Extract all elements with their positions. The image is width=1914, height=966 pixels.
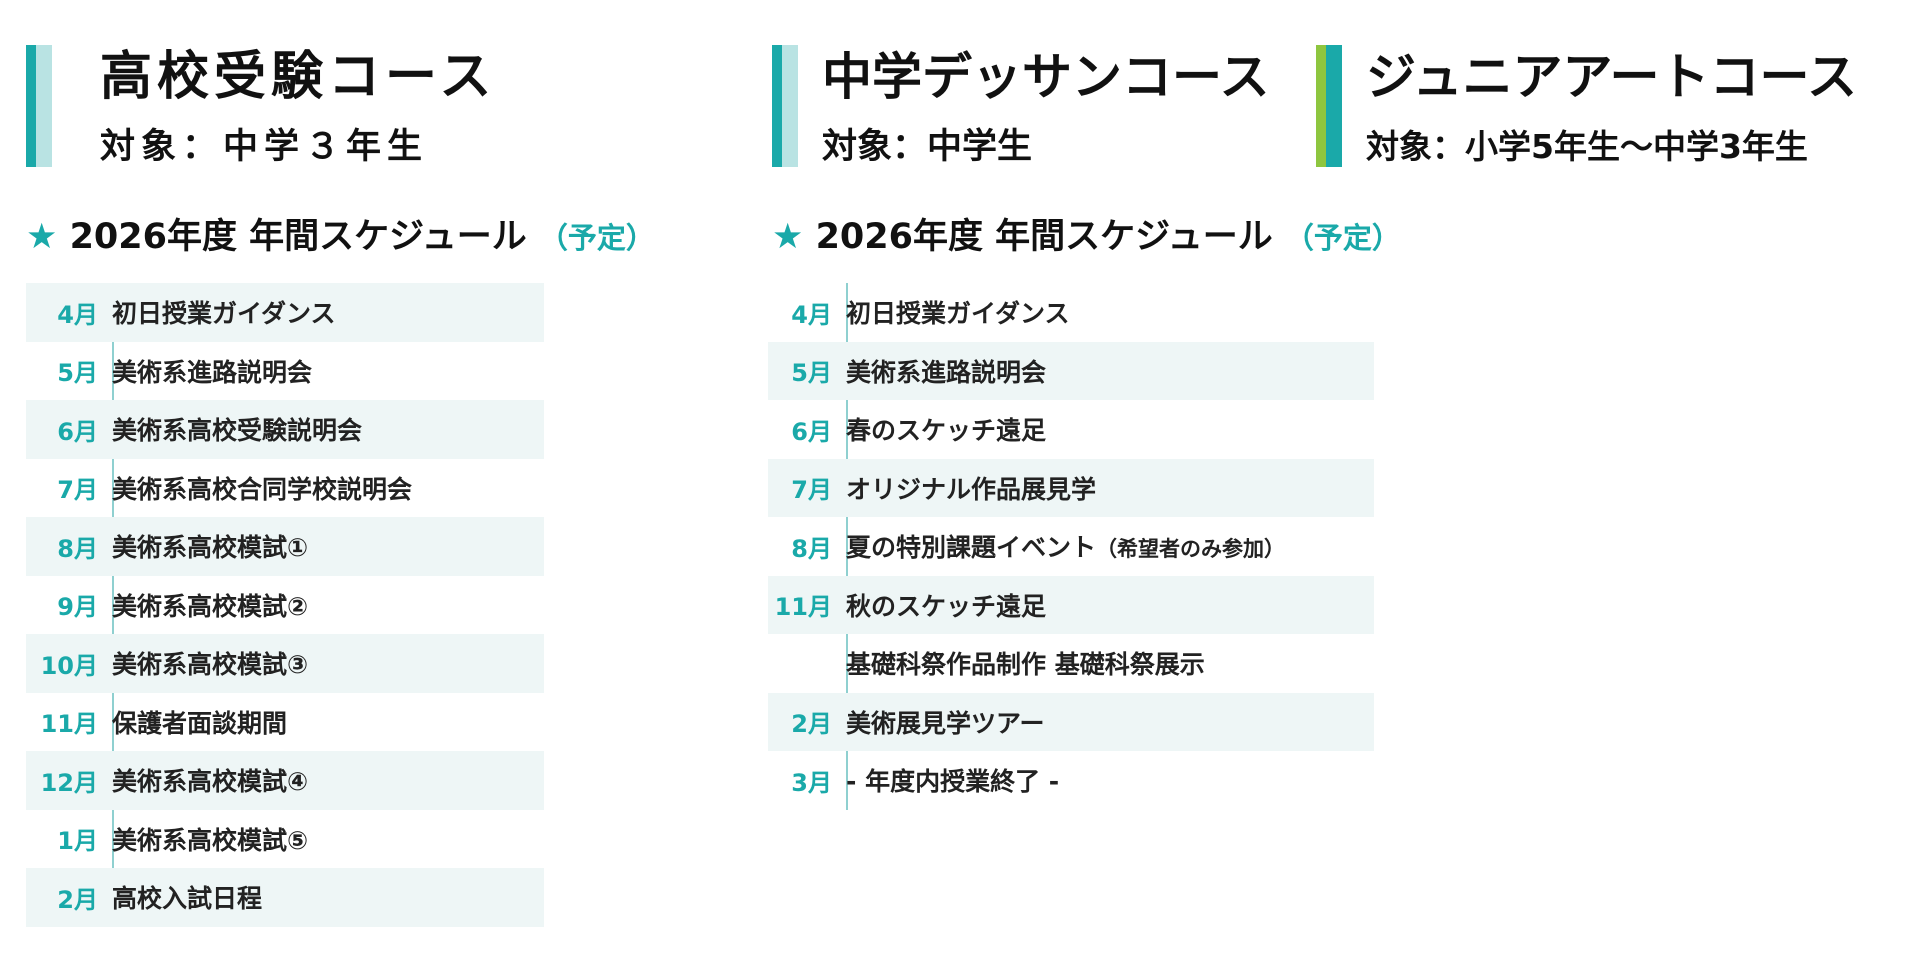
event-label: 初日授業ガイダンス: [112, 299, 336, 329]
table-row: 5月 美術系進路説明会: [768, 341, 1374, 400]
table-row: 8月 夏の特別課題イベント（希望者のみ参加）: [768, 517, 1374, 576]
course-title: 中学デッサンコース: [822, 48, 1270, 106]
event-label: 基礎科祭作品制作 基礎科祭展示: [846, 650, 1205, 680]
event-note: （希望者のみ参加）: [1096, 537, 1286, 562]
table-row: 8月 美術系高校模試①: [26, 517, 544, 576]
event-label: オリジナル作品展見学: [846, 474, 1097, 504]
event-main: 夏の特別課題イベント: [846, 533, 1097, 563]
schedule-heading: ★ 2026年度 年間スケジュール （予定）: [772, 213, 1401, 262]
course-target: 対象：小学5年生〜中学3年生: [1366, 127, 1808, 166]
month-label: 2月: [791, 710, 832, 739]
month-label: 4月: [791, 300, 832, 329]
event-label: 美術系高校模試①: [112, 533, 309, 563]
table-row: 11月 秋のスケッチ遠足: [768, 575, 1374, 634]
event-label: 美術展見学ツアー: [846, 708, 1045, 738]
month-label: 8月: [791, 534, 832, 563]
schedule-heading: ★ 2026年度 年間スケジュール （予定）: [26, 213, 655, 262]
event-label: 美術系高校合同学校説明会: [112, 474, 413, 504]
table-row: 3月 - 年度内授業終了 -: [768, 751, 1374, 810]
event-label: - 年度内授業終了 -: [846, 767, 1060, 797]
month-label: 7月: [791, 476, 832, 505]
event-label: 夏の特別課題イベント（希望者のみ参加）: [846, 528, 1285, 564]
event-label: 保護者面談期間: [112, 708, 288, 738]
star-icon: ★: [772, 217, 804, 257]
month-label: 10月: [40, 651, 98, 680]
accent-bar: [1316, 45, 1342, 167]
accent-bar: [772, 45, 798, 167]
schedule-heading-text: 2026年度 年間スケジュール: [815, 217, 1273, 257]
schedule-note: （予定）: [538, 221, 655, 255]
course-target: 対象：中学３年生: [100, 127, 429, 167]
schedule-table-koukou: 4月 初日授業ガイダンス 5月 美術系進路説明会 6月 美術系高校受験説明会 7月 美術…: [26, 283, 544, 927]
event-label: 春のスケッチ遠足: [846, 416, 1047, 446]
event-label: 初日授業ガイダンス: [846, 299, 1070, 329]
table-row: 2月 美術展見学ツアー: [768, 692, 1374, 751]
month-label: 7月: [57, 476, 98, 505]
course-title: 高校受験コース: [100, 47, 497, 107]
table-row: 4月 初日授業ガイダンス: [768, 283, 1374, 342]
table-row: 5月 美術系進路説明会: [26, 342, 544, 401]
table-row: 10月 美術系高校模試③: [26, 634, 544, 693]
table-row: 6月 春のスケッチ遠足: [768, 400, 1374, 459]
table-row: 1月 美術系高校模試⑤: [26, 810, 544, 869]
event-label: 美術系進路説明会: [846, 357, 1047, 387]
month-label: 11月: [40, 710, 98, 739]
month-label: 3月: [791, 768, 832, 797]
accent-bar: [26, 45, 52, 167]
course-title: ジュニアアートコース: [1366, 48, 1857, 106]
table-row: 2月 高校入試日程: [26, 868, 544, 927]
table-row: 11月 保護者面談期間: [26, 693, 544, 752]
event-label: 高校入試日程: [112, 884, 263, 914]
schedule-heading-text: 2026年度 年間スケジュール: [69, 217, 527, 257]
month-label: 2月: [57, 885, 98, 914]
table-row: 12月 美術系高校模試④: [26, 751, 544, 810]
month-label: 9月: [57, 593, 98, 622]
table-divider: [846, 283, 848, 810]
month-label: 6月: [791, 417, 832, 446]
course-target: 対象：中学生: [822, 127, 1033, 167]
table-row: 7月 美術系高校合同学校説明会: [26, 459, 544, 518]
month-label: 8月: [57, 534, 98, 563]
event-label: 美術系高校模試②: [112, 591, 309, 621]
event-label: 美術系高校模試④: [112, 767, 309, 797]
star-icon: ★: [26, 217, 58, 257]
month-label: 1月: [57, 827, 98, 856]
event-label: 美術系高校模試⑤: [112, 825, 309, 855]
month-label: 5月: [791, 359, 832, 388]
month-label: 6月: [57, 417, 98, 446]
table-row: 9月 美術系高校模試②: [26, 576, 544, 635]
table-row: 6月 美術系高校受験説明会: [26, 400, 544, 459]
table-row: 7月 オリジナル作品展見学: [768, 458, 1374, 517]
event-label: 美術系高校模試③: [112, 650, 309, 680]
table-row: 基礎科祭作品制作 基礎科祭展示: [768, 634, 1374, 693]
event-label: 秋のスケッチ遠足: [846, 591, 1047, 621]
schedule-table-chugaku: 4月 初日授業ガイダンス 5月 美術系進路説明会 6月 春のスケッチ遠足 7月 オリジナ…: [768, 283, 1374, 810]
course-header-junior-art: ジュニアアートコース 対象：小学5年生〜中学3年生: [1316, 45, 1914, 167]
month-label: 5月: [57, 359, 98, 388]
event-label: 美術系進路説明会: [112, 357, 313, 387]
month-label: 4月: [57, 300, 98, 329]
course-header-chugaku-dessin: 中学デッサンコース 対象：中学生: [772, 45, 1292, 167]
course-header-koukou: 高校受験コース 対象：中学３年生: [26, 45, 726, 167]
month-label: 11月: [774, 593, 832, 622]
event-label: 美術系高校受験説明会: [112, 416, 363, 446]
table-row: 4月 初日授業ガイダンス: [26, 283, 544, 342]
schedule-note: （予定）: [1284, 221, 1401, 255]
month-label: 12月: [40, 768, 98, 797]
table-divider: [112, 283, 114, 927]
